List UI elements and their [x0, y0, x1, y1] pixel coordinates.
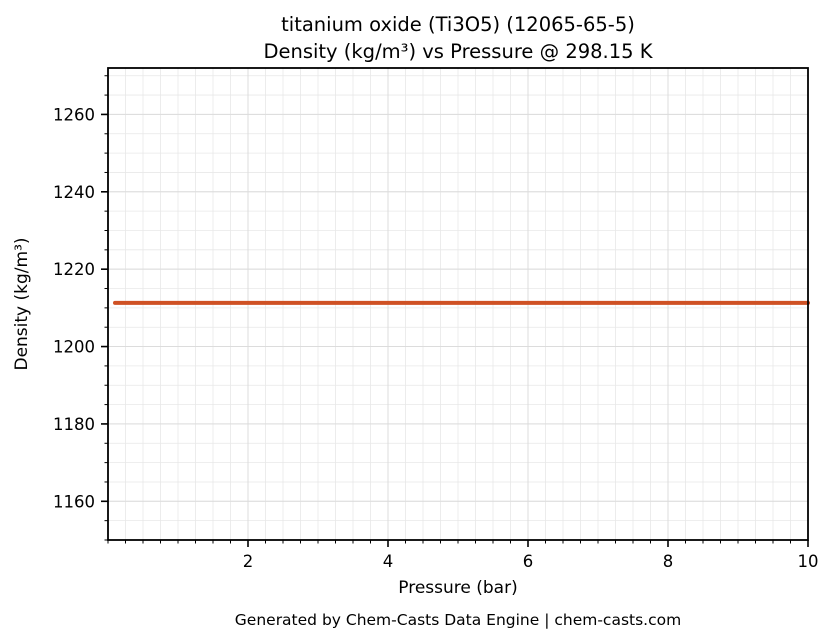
x-tick-label: 10: [798, 552, 819, 571]
chart-title: titanium oxide (Ti3O5) (12065-65-5): [281, 13, 635, 36]
plot-border: [107, 67, 809, 541]
footer-attribution: Generated by Chem-Casts Data Engine | ch…: [235, 611, 681, 629]
x-tick-label: 8: [663, 552, 674, 571]
y-tick-label: 1260: [53, 105, 95, 124]
x-tick-label: 4: [383, 552, 394, 571]
x-axis-label: Pressure (bar): [398, 578, 517, 598]
x-tick-label: 2: [243, 552, 254, 571]
y-tick-label: 1220: [53, 260, 95, 279]
chart-subtitle: Density (kg/m³) vs Pressure @ 298.15 K: [263, 40, 653, 63]
tick-labels-layer: 2 4 6 8 10 1160 1180 1200 1220 1240 1260: [53, 105, 819, 571]
x-tick-label: 6: [523, 552, 534, 571]
y-axis-label: Density (kg/m³): [12, 237, 32, 370]
y-tick-label: 1180: [53, 415, 95, 434]
y-tick-label: 1160: [53, 492, 95, 511]
y-tick-label: 1200: [53, 338, 95, 357]
axis-ticks-layer: [101, 75, 809, 547]
y-tick-label: 1240: [53, 183, 95, 202]
